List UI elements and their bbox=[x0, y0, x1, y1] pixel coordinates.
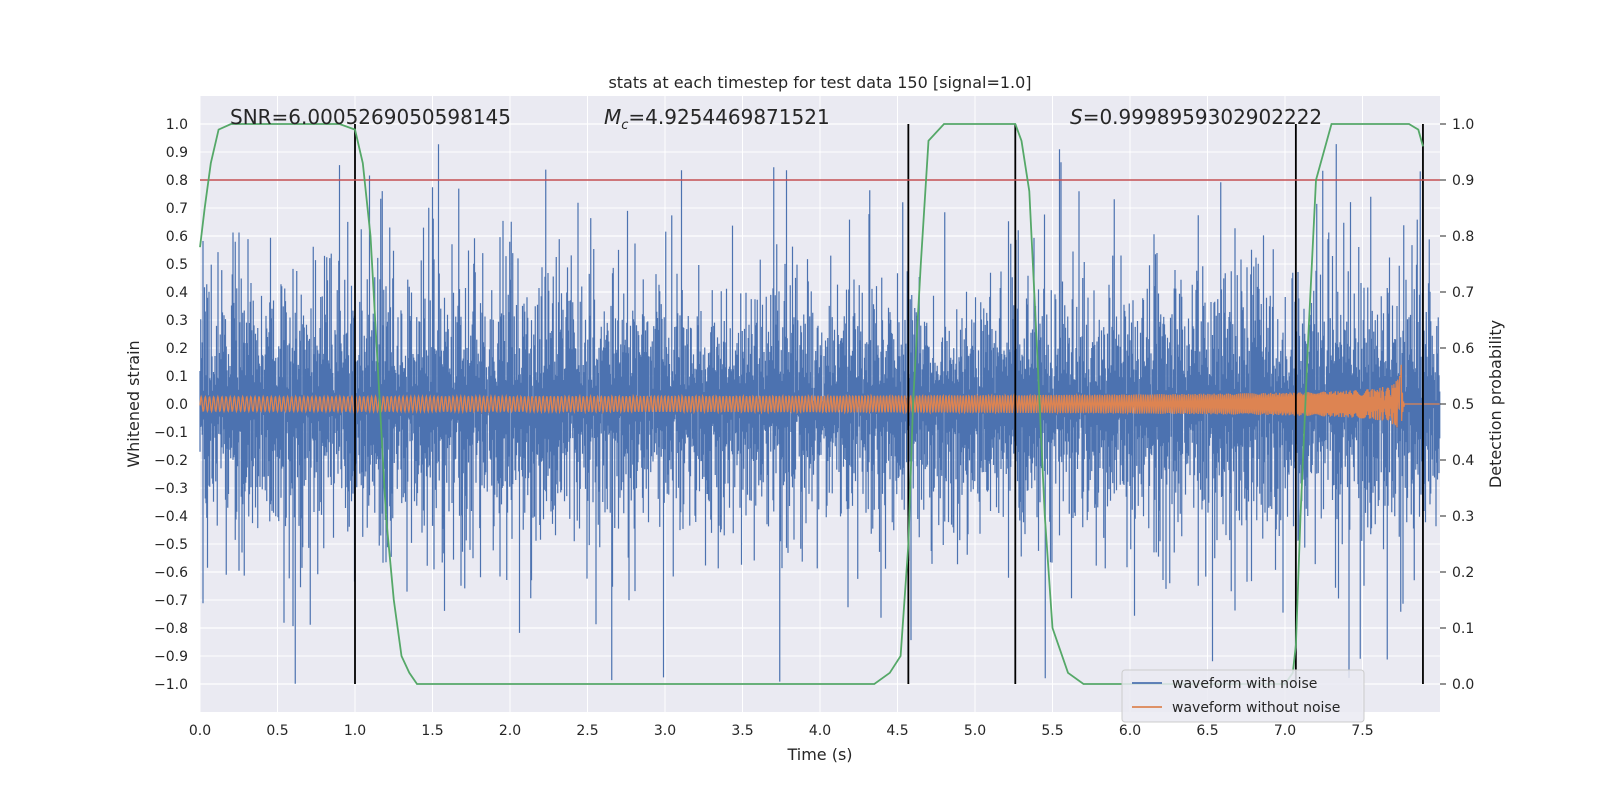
x-tick-label: 7.0 bbox=[1274, 723, 1296, 739]
y-tick-label: 0.0 bbox=[166, 397, 188, 413]
axes: 0.0 0.5 1.0 1.5 2.0 2.5 3.0 3.5 4.0 4.5 5.0 5.5 6.0 6… bbox=[154, 117, 1474, 739]
y2-axis-label: Detection probability bbox=[1486, 320, 1505, 488]
significance-value: =0.9998959302902222 bbox=[1083, 105, 1322, 129]
y-tick-label: 0.9 bbox=[166, 145, 188, 161]
x-tick-label: 4.0 bbox=[809, 723, 831, 739]
y-tick-label: −0.2 bbox=[154, 453, 188, 469]
chirp-mass-symbol: M bbox=[604, 105, 621, 129]
x-tick-label: 5.5 bbox=[1041, 723, 1063, 739]
legend-box bbox=[1121, 669, 1365, 723]
x-tick-label: 4.5 bbox=[886, 723, 908, 739]
detection-probability-line bbox=[199, 123, 1424, 685]
chirp-series bbox=[199, 364, 1440, 428]
y-tick-label: 0.8 bbox=[166, 173, 188, 189]
y2-tick-label: 0.9 bbox=[1452, 173, 1474, 189]
x-tick-label: 5.0 bbox=[964, 723, 986, 739]
y2-tick-label: 0.2 bbox=[1452, 565, 1474, 581]
legend: waveform with noise waveform without noi… bbox=[1121, 669, 1365, 723]
y2-tick-label: 0.7 bbox=[1452, 285, 1474, 301]
y-tick-label: −0.4 bbox=[154, 509, 188, 525]
y-tick-label: −0.1 bbox=[154, 425, 188, 441]
y2-tick-label: 0.0 bbox=[1452, 677, 1474, 693]
y-tick-label: −0.5 bbox=[154, 537, 188, 553]
significance-annotation: S=0.9998959302902222 bbox=[1070, 105, 1322, 129]
chirp-mass-value: =4.9254469871521 bbox=[628, 105, 829, 129]
y2-tick-label: 0.5 bbox=[1452, 397, 1474, 413]
y-tick-label: −0.9 bbox=[154, 649, 188, 665]
legend-label-noise: waveform with noise bbox=[1172, 676, 1317, 692]
y-tick-label: −0.3 bbox=[154, 481, 188, 497]
overlay-lines bbox=[199, 123, 1440, 685]
y2-tick-label: 0.6 bbox=[1452, 341, 1474, 357]
x-tick-label: 0.0 bbox=[189, 723, 211, 739]
clean-waveform bbox=[199, 364, 1440, 428]
x-tick-label: 3.5 bbox=[731, 723, 753, 739]
y2-tick-label: 0.4 bbox=[1452, 453, 1474, 469]
y-tick-label: 0.2 bbox=[166, 341, 188, 357]
y-tick-label: −1.0 bbox=[154, 677, 188, 693]
x-tick-label: 6.5 bbox=[1196, 723, 1218, 739]
y-tick-label: 0.1 bbox=[166, 369, 188, 385]
x-tick-label: 0.5 bbox=[266, 723, 288, 739]
x-tick-label: 1.0 bbox=[344, 723, 366, 739]
y-tick-label: 0.6 bbox=[166, 229, 188, 245]
y-tick-label: 0.4 bbox=[166, 285, 188, 301]
y-tick-label: −0.6 bbox=[154, 565, 188, 581]
chirp-mass-annotation: Mc=4.9254469871521 bbox=[604, 105, 830, 133]
y-tick-label: −0.8 bbox=[154, 621, 188, 637]
y-tick-label: 0.3 bbox=[166, 313, 188, 329]
y-tick-label: −0.7 bbox=[154, 593, 188, 609]
x-tick-label: 3.0 bbox=[654, 723, 676, 739]
chirp-mass-subscript: c bbox=[621, 118, 628, 133]
x-tick-label: 2.0 bbox=[499, 723, 521, 739]
y-tick-label: 0.5 bbox=[166, 257, 188, 273]
x-tick-label: 7.5 bbox=[1351, 723, 1373, 739]
x-tick-label: 1.5 bbox=[421, 723, 443, 739]
significance-symbol: S bbox=[1070, 105, 1083, 129]
y2-tick-label: 0.1 bbox=[1452, 621, 1474, 637]
y-tick-label: 0.7 bbox=[166, 201, 188, 217]
y-axis-label: Whitened strain bbox=[124, 340, 143, 467]
y-tick-label: 1.0 bbox=[166, 117, 188, 133]
y2-tick-label: 0.8 bbox=[1452, 229, 1474, 245]
y2-tick-label: 0.3 bbox=[1452, 509, 1474, 525]
x-tick-label: 2.5 bbox=[576, 723, 598, 739]
snr-annotation: SNR=6.0005269050598145 bbox=[230, 105, 511, 129]
y2-tick-label: 1.0 bbox=[1452, 117, 1474, 133]
x-tick-label: 6.0 bbox=[1119, 723, 1141, 739]
chart-title: stats at each timestep for test data 150… bbox=[608, 73, 1031, 92]
legend-label-clean: waveform without noise bbox=[1172, 700, 1340, 716]
x-axis-label: Time (s) bbox=[786, 745, 852, 764]
